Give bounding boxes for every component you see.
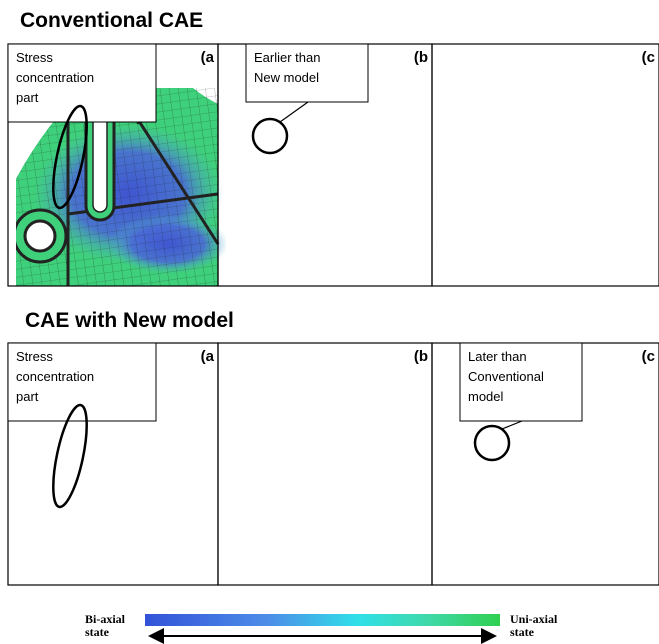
hole [235, 221, 265, 251]
color-bar [145, 614, 500, 626]
failed-elements [494, 94, 612, 204]
part-body [218, 343, 432, 585]
stress-field [318, 214, 438, 274]
highlight-circle [253, 119, 287, 153]
callout-text: concentration [16, 70, 94, 85]
slot [510, 102, 538, 220]
stress-field [33, 423, 223, 563]
stress-field [532, 214, 652, 274]
slot-hole [303, 110, 317, 212]
hole-rim [438, 210, 490, 262]
callout-text: Stress [16, 50, 53, 65]
hole-rim [224, 210, 276, 262]
legend-right: state [510, 625, 535, 639]
panel [218, 343, 438, 585]
callout-text: part [16, 90, 39, 105]
section-title: CAE with New model [25, 309, 234, 332]
mesh [432, 44, 659, 286]
panel-label: (b [414, 348, 428, 365]
slot-hole [93, 409, 107, 511]
rib [492, 44, 659, 286]
part-body [432, 44, 659, 286]
pointer [280, 102, 308, 122]
hole-rim [438, 509, 490, 561]
callout-text: Later than [468, 349, 527, 364]
mesh [218, 343, 432, 585]
panel-label: (a [201, 49, 215, 66]
panel-label: (b [414, 49, 428, 66]
slot-hole [517, 409, 531, 511]
pointer [502, 421, 522, 429]
highlight-circle [475, 426, 509, 460]
hole [449, 221, 479, 251]
panel-label: (a [201, 348, 215, 365]
hole-rim [224, 509, 276, 561]
slot [296, 102, 324, 220]
stress-field [532, 513, 652, 573]
hole [25, 221, 55, 251]
panel-frame [432, 44, 659, 286]
section-title: Conventional CAE [20, 9, 203, 32]
callout-text: part [16, 389, 39, 404]
callout-text: model [468, 389, 504, 404]
stress-field [447, 124, 657, 264]
legend-right: Uni-axial [510, 612, 558, 626]
stress-field [447, 423, 657, 563]
rib [278, 343, 432, 585]
panel-frame [218, 343, 432, 585]
panel-label: (c [642, 348, 655, 365]
panel-label: (c [642, 49, 655, 66]
stress-field [238, 124, 438, 264]
callout-text: New model [254, 70, 319, 85]
panel [432, 44, 659, 286]
slot [296, 401, 324, 519]
slot-hole [517, 110, 531, 212]
stress-field [318, 513, 438, 573]
callout-text: Stress [16, 349, 53, 364]
hole [235, 520, 265, 550]
hole [449, 520, 479, 550]
slot-hole [303, 409, 317, 511]
figure: Bi-axialstateUni-axialstate Conventional… [0, 0, 659, 644]
hole [25, 520, 55, 550]
legend-left: state [85, 625, 110, 639]
callout-text: Earlier than [254, 50, 320, 65]
callout-text: Conventional [468, 369, 544, 384]
slot-hole [93, 110, 107, 212]
stress-field [238, 423, 438, 563]
callout-text: concentration [16, 369, 94, 384]
legend-left: Bi-axial [85, 612, 126, 626]
failed-elements [280, 104, 336, 166]
hole-rim [14, 509, 66, 561]
stress-field [108, 513, 228, 573]
